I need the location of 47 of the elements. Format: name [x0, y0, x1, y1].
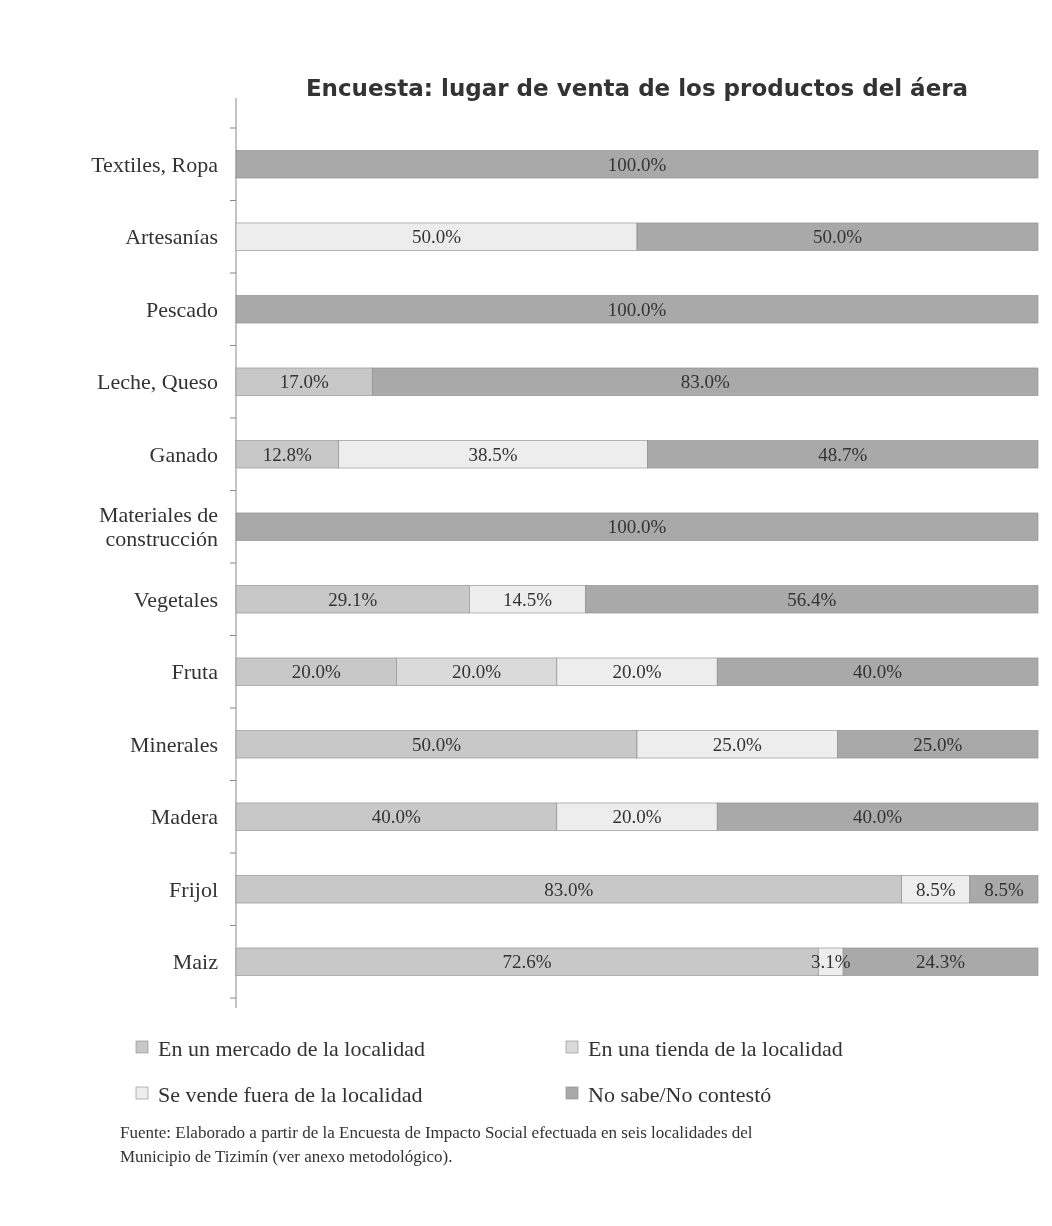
y-tick-label: Minerales	[130, 731, 218, 757]
y-tick-label: Ganado	[149, 441, 218, 467]
data-label: 38.5%	[468, 443, 518, 465]
data-label: 56.4%	[787, 588, 837, 610]
data-label: 20.0%	[612, 806, 662, 828]
legend-label: No sabe/No contestó	[588, 1081, 772, 1107]
data-label: 8.5%	[984, 878, 1024, 900]
data-label: 50.0%	[411, 226, 462, 248]
y-tick-label: Textiles, Ropa	[91, 151, 219, 177]
data-label: 24.3%	[916, 951, 966, 973]
data-label: 50.0%	[812, 226, 863, 248]
source-note: Fuente: Elaborado a partir de la Encuesta de Impacto Social efectuada en seis localidades del Municipio de Tizimín (ver anexo metodológico).	[120, 1123, 753, 1166]
data-label: 25.0%	[913, 733, 963, 755]
data-label: 100.0%	[607, 516, 667, 538]
data-label: 40.0%	[853, 806, 903, 828]
data-label: 20.0%	[291, 661, 341, 683]
data-label: 29.1%	[328, 588, 378, 610]
data-label: 40.0%	[371, 806, 422, 828]
y-tick-label: Maiz	[172, 949, 219, 975]
data-label: 48.7%	[818, 443, 868, 465]
data-label: 8.5%	[915, 878, 956, 900]
data-label: 83.0%	[544, 878, 594, 900]
y-tick-label: Frijol	[169, 876, 218, 902]
data-label: 20.0%	[612, 661, 662, 683]
data-label: 83.0%	[680, 371, 730, 393]
data-label: 100.0%	[607, 298, 667, 320]
data-label: 50.0%	[411, 733, 462, 755]
y-tick-label: Madera	[150, 804, 219, 830]
data-label: 17.0%	[279, 371, 329, 393]
y-tick-label: Leche, Queso	[97, 369, 218, 395]
data-label: 12.8%	[262, 443, 313, 465]
legend-label: Se vende fuera de la localidad	[158, 1081, 423, 1107]
y-tick-label: Pescado	[145, 296, 218, 322]
data-label: 72.6%	[502, 951, 552, 973]
data-label: 100.0%	[607, 153, 667, 175]
chart-title: Encuesta: lugar de venta de los productos del áera	[305, 75, 969, 101]
y-tick-label: Artesanías	[125, 224, 218, 250]
data-label: 14.5%	[502, 588, 553, 610]
data-label: 25.0%	[712, 733, 762, 755]
y-tick-label: Vegetales	[133, 586, 218, 612]
legend-label: En una tienda de la localidad	[588, 1035, 843, 1061]
legend-label: En un mercado de la localidad	[158, 1035, 425, 1061]
data-label: 20.0%	[452, 661, 502, 683]
data-label: 3.1%	[810, 951, 851, 973]
y-tick-label: Fruta	[171, 659, 219, 685]
data-label: 40.0%	[853, 661, 903, 683]
y-tick-label: Materiales de construcción	[98, 502, 218, 552]
